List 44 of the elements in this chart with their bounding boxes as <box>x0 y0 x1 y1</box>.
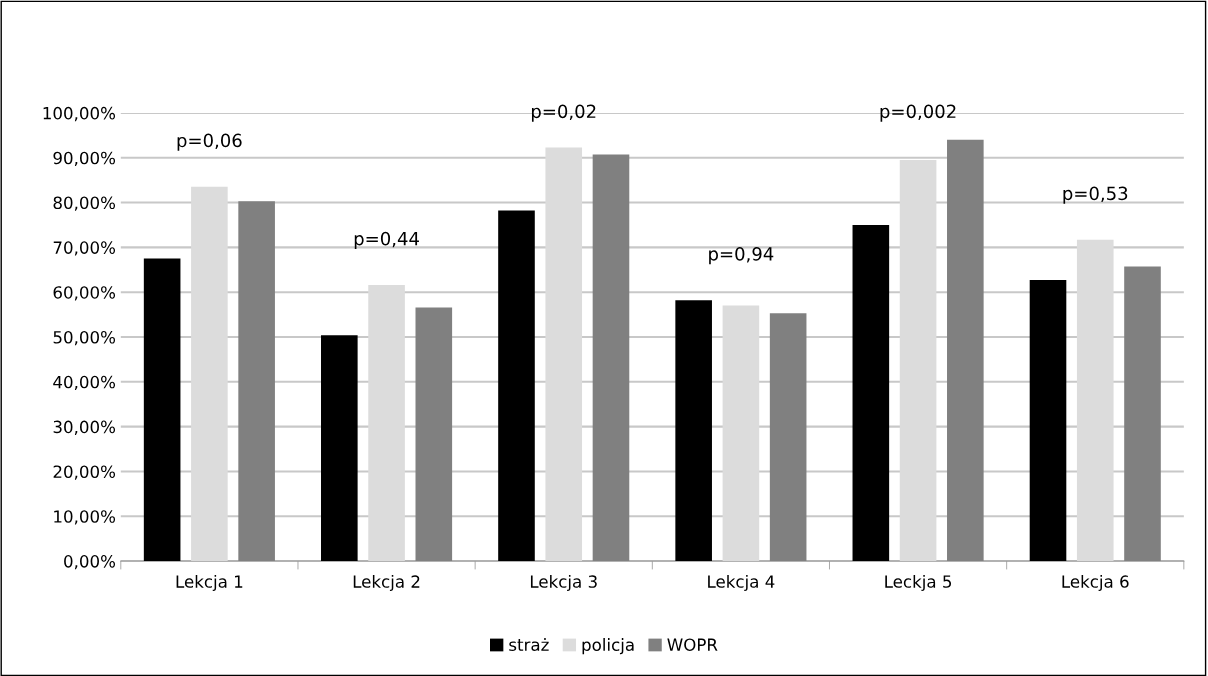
x-tick-label: Lekcja 1 <box>176 574 243 592</box>
bar <box>592 154 630 562</box>
y-tick-label: 10,00% <box>54 510 116 525</box>
bar <box>899 159 937 562</box>
annotation: p=0,06 <box>177 133 242 151</box>
x-tick-label: Lekcja 6 <box>1062 574 1129 592</box>
legend-label: policja <box>582 638 634 655</box>
annotation: p=0,02 <box>531 104 596 122</box>
y-tick-label: 100,00% <box>43 106 116 122</box>
bar <box>545 147 583 562</box>
annotation: p=0,002 <box>880 104 956 122</box>
bar <box>321 335 358 562</box>
annotation: p=0,44 <box>354 231 419 249</box>
bar <box>143 258 181 562</box>
bar <box>415 307 453 562</box>
bar <box>368 285 405 562</box>
y-tick-label: 60,00% <box>53 286 116 301</box>
y-tick-label: 50,00% <box>53 330 116 346</box>
legend-label: straż <box>509 638 549 652</box>
y-tick-label: 70,00% <box>53 241 116 256</box>
bar <box>852 224 890 562</box>
legend-label: WOPR <box>667 638 718 652</box>
y-tick-label: 90,00% <box>53 151 116 166</box>
y-tick-label: 0,00% <box>64 555 116 570</box>
y-tick-label: 20,00% <box>53 465 116 480</box>
bar <box>722 305 760 562</box>
bar <box>191 186 228 562</box>
bar <box>1029 280 1067 562</box>
bar <box>498 210 535 562</box>
bar <box>675 300 712 562</box>
x-tick-label: Lekcja 2 <box>353 574 420 592</box>
y-tick-label: 40,00% <box>53 375 116 391</box>
bar <box>1124 266 1161 562</box>
annotation: p=0,53 <box>1063 186 1128 204</box>
x-tick-label: Leckja 5 <box>885 574 952 592</box>
bar <box>1076 239 1114 562</box>
bar <box>947 139 984 562</box>
bar <box>238 201 275 562</box>
annotation: p=0,94 <box>709 247 774 265</box>
x-tick-label: Lekcja 4 <box>708 574 775 592</box>
x-tick-label: Lekcja 3 <box>530 574 597 592</box>
bar <box>769 313 807 562</box>
y-tick-label: 30,00% <box>53 420 116 435</box>
y-tick-label: 80,00% <box>53 196 116 211</box>
